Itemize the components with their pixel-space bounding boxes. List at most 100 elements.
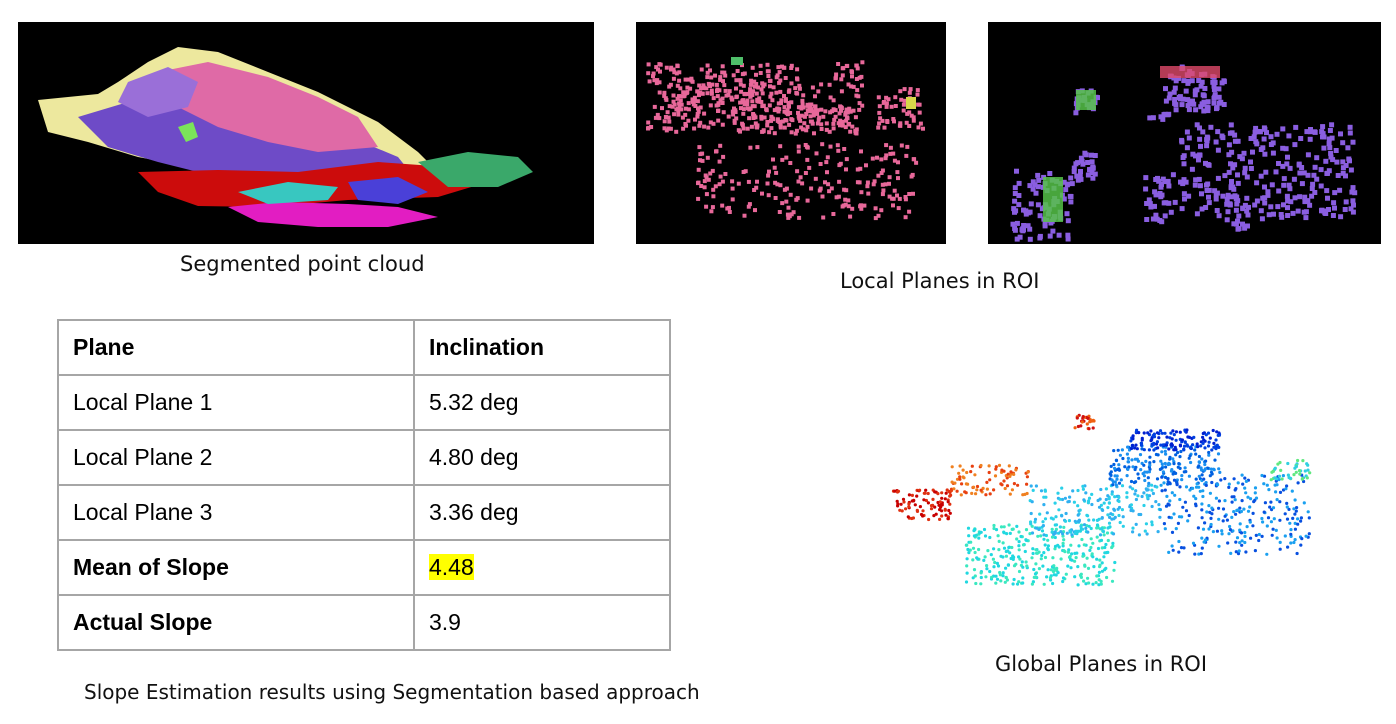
point xyxy=(1286,461,1290,466)
point xyxy=(779,101,783,106)
point xyxy=(988,569,992,574)
point xyxy=(662,90,667,95)
local-plane-patch-red xyxy=(1160,66,1220,78)
point xyxy=(1082,150,1088,156)
point xyxy=(904,120,909,125)
point xyxy=(1246,204,1251,210)
point xyxy=(1087,427,1091,431)
point xyxy=(1081,554,1085,558)
point xyxy=(906,515,910,519)
point xyxy=(1181,153,1187,159)
point xyxy=(1156,530,1160,534)
point xyxy=(1004,566,1008,570)
point xyxy=(1159,192,1165,198)
point xyxy=(686,101,691,106)
point xyxy=(1065,531,1069,535)
point xyxy=(843,202,848,207)
point xyxy=(1076,565,1080,569)
point xyxy=(1280,477,1284,481)
point xyxy=(677,101,682,106)
point xyxy=(1081,487,1085,491)
point xyxy=(1186,107,1192,113)
point xyxy=(1178,444,1183,448)
point xyxy=(977,547,981,552)
point xyxy=(795,169,800,174)
point xyxy=(655,78,660,83)
point xyxy=(808,114,813,119)
point xyxy=(1205,162,1211,167)
point xyxy=(1307,136,1313,142)
point xyxy=(857,180,862,185)
point xyxy=(813,176,818,181)
point xyxy=(947,508,951,513)
point xyxy=(777,210,782,214)
point xyxy=(647,79,652,84)
point xyxy=(786,215,791,220)
point xyxy=(1234,512,1238,516)
point xyxy=(1174,430,1178,434)
point xyxy=(946,517,950,521)
point xyxy=(992,526,996,531)
point xyxy=(1177,94,1183,100)
point xyxy=(646,120,651,125)
point xyxy=(1117,513,1121,518)
point xyxy=(701,83,706,88)
point xyxy=(1239,156,1245,162)
point xyxy=(697,123,702,128)
point xyxy=(846,122,851,127)
point xyxy=(751,113,756,118)
point xyxy=(1077,518,1081,522)
point xyxy=(1166,200,1172,206)
point xyxy=(902,500,906,504)
point xyxy=(931,503,935,507)
point xyxy=(809,186,814,191)
point xyxy=(667,119,672,124)
point xyxy=(1200,468,1204,472)
point xyxy=(1276,462,1280,466)
point xyxy=(730,179,735,184)
point xyxy=(1277,474,1282,478)
point xyxy=(690,98,695,103)
point xyxy=(1206,194,1211,200)
point xyxy=(819,122,824,127)
point xyxy=(696,167,701,172)
point xyxy=(1148,461,1152,465)
point xyxy=(1158,508,1162,512)
point xyxy=(1248,136,1254,141)
point xyxy=(768,94,773,99)
point xyxy=(1147,115,1153,121)
point xyxy=(1103,545,1107,550)
point xyxy=(1074,173,1080,179)
point xyxy=(1270,470,1274,474)
point xyxy=(789,66,794,70)
point xyxy=(1326,168,1332,174)
point xyxy=(1176,450,1180,455)
point xyxy=(753,208,757,213)
point xyxy=(1185,103,1191,109)
point xyxy=(1160,431,1164,435)
point xyxy=(1203,462,1207,467)
point xyxy=(880,118,885,123)
point xyxy=(1216,433,1220,437)
point xyxy=(1048,576,1052,580)
point xyxy=(1292,540,1296,545)
point xyxy=(1003,486,1007,491)
point xyxy=(1194,477,1198,481)
point xyxy=(1117,463,1121,467)
point xyxy=(735,69,740,73)
point xyxy=(1152,460,1156,464)
point xyxy=(1201,494,1205,499)
point xyxy=(821,114,826,119)
point xyxy=(1224,217,1230,223)
point xyxy=(649,125,654,129)
point xyxy=(904,507,908,511)
point xyxy=(1042,551,1046,555)
point xyxy=(1091,426,1095,430)
point xyxy=(948,494,952,498)
point xyxy=(1032,567,1036,572)
point xyxy=(1245,223,1250,229)
point xyxy=(1305,476,1309,480)
point xyxy=(1246,509,1251,513)
local-planes-svg-1 xyxy=(646,57,925,221)
point xyxy=(824,160,829,165)
